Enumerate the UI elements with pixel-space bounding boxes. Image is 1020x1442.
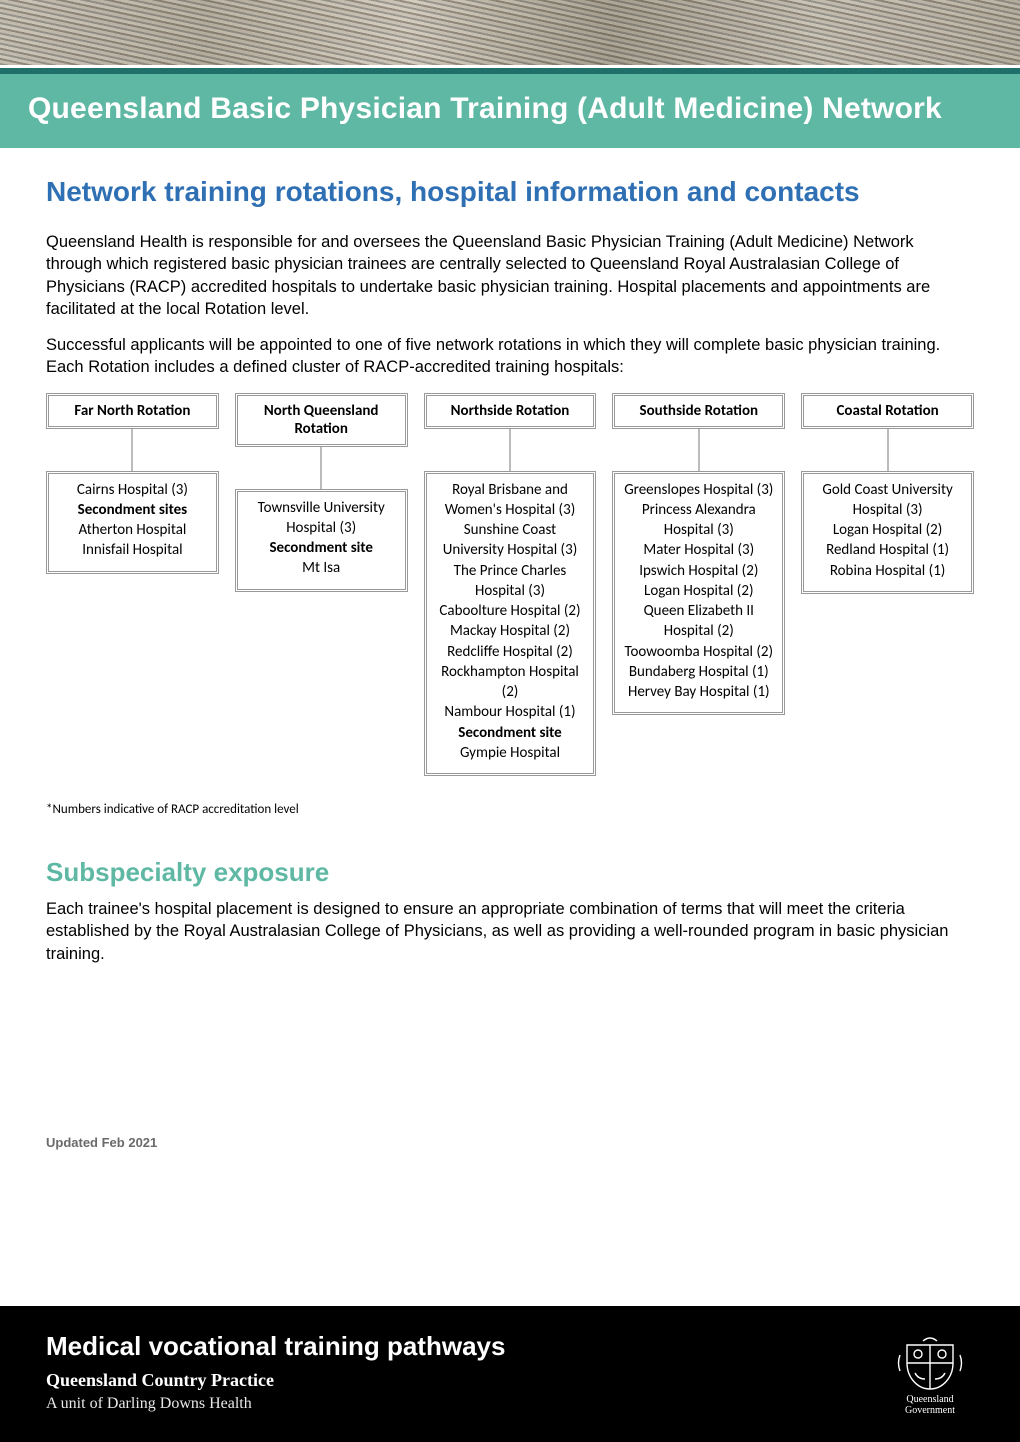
qld-government-crest-icon: Queensland Government: [886, 1328, 974, 1416]
rotation-line: Innisfail Hospital: [55, 540, 210, 560]
rotation-header: Far North Rotation: [46, 393, 219, 429]
rotation-body: Townsville University Hospital (3)Second…: [235, 489, 408, 592]
rotation-line: Mackay Hospital (2): [433, 621, 588, 641]
rotations-table: Far North RotationCairns Hospital (3)Sec…: [46, 393, 974, 777]
rotation-connector: [698, 429, 700, 471]
rotation-header: Coastal Rotation: [801, 393, 974, 429]
rotation-column: North Queensland Rotation Townsville Univ…: [235, 393, 408, 592]
rotation-column: Far North Rotation Cairns Hospital (3)Sec…: [46, 393, 219, 574]
footer-text-block: Medical vocational training pathways Que…: [46, 1331, 505, 1413]
subspecialty-heading: Subspecialty exposure: [46, 857, 974, 888]
rotation-connector: [509, 429, 511, 471]
footer-subtitle-2: A unit of Darling Downs Health: [46, 1395, 505, 1413]
rotation-connector: [320, 447, 322, 489]
rotation-line: Nambour Hospital (1): [433, 702, 588, 722]
crest-svg-icon: [895, 1335, 965, 1393]
rotation-connector: [887, 429, 889, 471]
intro-paragraph-1: Queensland Health is responsible for and…: [46, 231, 974, 320]
header-texture-decoration: [0, 0, 1020, 68]
rotation-line: Mater Hospital (3): [621, 540, 776, 560]
content-area: Network training rotations, hospital inf…: [0, 148, 1020, 1306]
footer: Medical vocational training pathways Que…: [0, 1306, 1020, 1442]
rotation-line: Queen Elizabeth II Hospital (2): [621, 601, 776, 642]
rotation-line: Toowoomba Hospital (2): [621, 642, 776, 662]
rotation-line: Bundaberg Hospital (1): [621, 662, 776, 682]
crest-label: Queensland Government: [905, 1395, 955, 1416]
rotation-line: Mt Isa: [244, 558, 399, 578]
rotation-line: Greenslopes Hospital (3): [621, 480, 776, 500]
rotation-line: Gold Coast University Hospital (3): [810, 480, 965, 521]
rotation-line: Redcliffe Hospital (2): [433, 642, 588, 662]
rotation-line: Sunshine Coast University Hospital (3): [433, 520, 588, 561]
rotation-body: Gold Coast University Hospital (3)Logan …: [801, 471, 974, 594]
rotation-line: Princess Alexandra Hospital (3): [621, 500, 776, 541]
title-band: Queensland Basic Physician Training (Adu…: [0, 74, 1020, 148]
rotation-body: Royal Brisbane and Women's Hospital (3)S…: [424, 471, 597, 777]
rotation-line: Royal Brisbane and Women's Hospital (3): [433, 480, 588, 521]
rotation-connector: [131, 429, 133, 471]
rotation-line: Redland Hospital (1): [810, 540, 965, 560]
rotation-line: Townsville University Hospital (3): [244, 498, 399, 539]
rotation-line: Cairns Hospital (3): [55, 480, 210, 500]
rotation-column: Coastal Rotation Gold Coast University Ho…: [801, 393, 974, 594]
rotation-line: Gympie Hospital: [433, 743, 588, 763]
crest-line-1: Queensland: [906, 1394, 953, 1405]
rotation-body: Greenslopes Hospital (3)Princess Alexand…: [612, 471, 785, 716]
rotation-line: The Prince Charles Hospital (3): [433, 561, 588, 602]
updated-date: Updated Feb 2021: [46, 1135, 974, 1150]
rotation-header: North Queensland Rotation: [235, 393, 408, 447]
rotation-line: Logan Hospital (2): [810, 520, 965, 540]
page-title: Queensland Basic Physician Training (Adu…: [28, 92, 992, 126]
rotation-line: Atherton Hospital: [55, 520, 210, 540]
rotation-line: Ipswich Hospital (2): [621, 561, 776, 581]
rotation-column: Southside Rotation Greenslopes Hospital (…: [612, 393, 785, 716]
rotation-column: Northside Rotation Royal Brisbane and Wom…: [424, 393, 597, 777]
rotation-line: Rockhampton Hospital (2): [433, 662, 588, 703]
rotation-header: Southside Rotation: [612, 393, 785, 429]
crest-line-2: Government: [905, 1405, 955, 1416]
subtitle: Network training rotations, hospital inf…: [46, 174, 974, 209]
rotation-line: Logan Hospital (2): [621, 581, 776, 601]
footer-title: Medical vocational training pathways: [46, 1331, 505, 1362]
accreditation-footnote: *Numbers indicative of RACP accreditatio…: [46, 802, 974, 817]
intro-paragraph-2: Successful applicants will be appointed …: [46, 334, 974, 379]
rotation-line: Secondment sites: [55, 500, 210, 520]
rotation-line: Hervey Bay Hospital (1): [621, 682, 776, 702]
rotation-line: Secondment site: [244, 538, 399, 558]
footer-subtitle-1: Queensland Country Practice: [46, 1370, 505, 1391]
rotation-line: Robina Hospital (1): [810, 561, 965, 581]
rotation-line: Secondment site: [433, 723, 588, 743]
rotation-body: Cairns Hospital (3)Secondment sitesAther…: [46, 471, 219, 574]
subspecialty-paragraph: Each trainee's hospital placement is des…: [46, 898, 974, 965]
rotation-line: Caboolture Hospital (2): [433, 601, 588, 621]
page: Queensland Basic Physician Training (Adu…: [0, 0, 1020, 1442]
rotation-header: Northside Rotation: [424, 393, 597, 429]
